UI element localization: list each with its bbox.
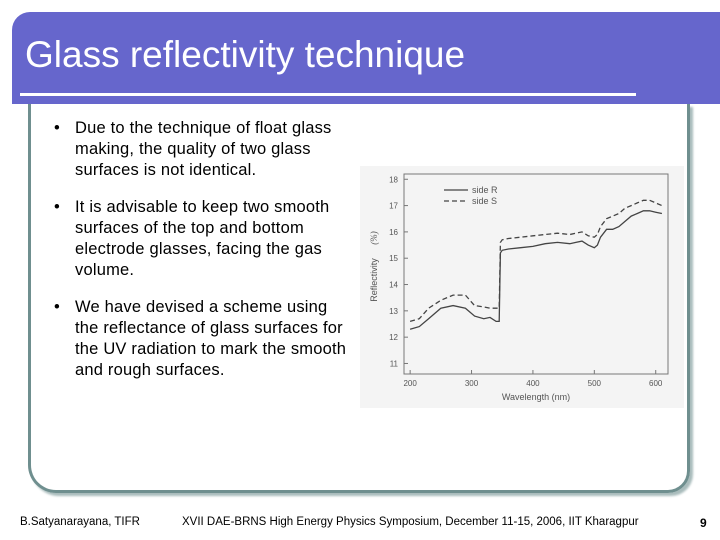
bullet-item: • Due to the technique of float glass mak… [48, 118, 348, 181]
bullet-dot: • [54, 119, 60, 137]
slide-title: Glass reflectivity technique [25, 34, 466, 75]
x-tick-label: 600 [649, 379, 663, 388]
bullet-text: Due to the technique of float glass maki… [75, 119, 332, 179]
y-axis-unit: (%) [369, 231, 379, 245]
page-number: 9 [700, 516, 707, 530]
x-tick-label: 500 [588, 379, 602, 388]
y-tick-label: 12 [389, 333, 398, 342]
title-underline [20, 93, 636, 96]
content-frame [28, 104, 690, 493]
reflectivity-chart-svg: 200 300 400 500 600 11 12 13 14 15 16 17 18 side Rsi… [369, 173, 669, 402]
legend-label: side R [472, 185, 498, 195]
x-tick-label: 200 [403, 379, 417, 388]
y-tick-label: 17 [389, 202, 398, 211]
bullet-text: We have devised a scheme using the refle… [75, 298, 347, 379]
y-tick-label: 14 [389, 281, 398, 290]
y-tick-label: 11 [390, 359, 399, 368]
y-axis-label: Reflectivity [369, 258, 379, 302]
bullet-text: It is advisable to keep two smooth surfa… [75, 198, 330, 279]
legend-label: side S [472, 196, 497, 206]
y-tick-label: 16 [389, 228, 398, 237]
x-tick-label: 400 [526, 379, 540, 388]
y-tick-label: 13 [389, 307, 398, 316]
bullet-item: • We have devised a scheme using the refl… [48, 297, 348, 381]
title-bar [12, 12, 720, 104]
bullet-list: • Due to the technique of float glass mak… [48, 118, 348, 397]
y-tick-label: 18 [389, 175, 398, 184]
plot-frame [403, 173, 669, 375]
x-axis-label: Wavelength (nm) [502, 392, 570, 402]
series-line-side-r [409, 210, 663, 330]
bullet-dot: • [54, 298, 60, 316]
bullet-item: • It is advisable to keep two smooth surf… [48, 197, 348, 281]
footer-event: XVII DAE-BRNS High Energy Physics Sympos… [182, 516, 639, 528]
y-tick-label: 15 [389, 254, 398, 263]
x-tick-label: 300 [465, 379, 479, 388]
footer-author: B.Satyanarayana, TIFR [20, 516, 140, 528]
bullet-dot: • [54, 198, 60, 216]
series-line-side-s [409, 199, 663, 323]
